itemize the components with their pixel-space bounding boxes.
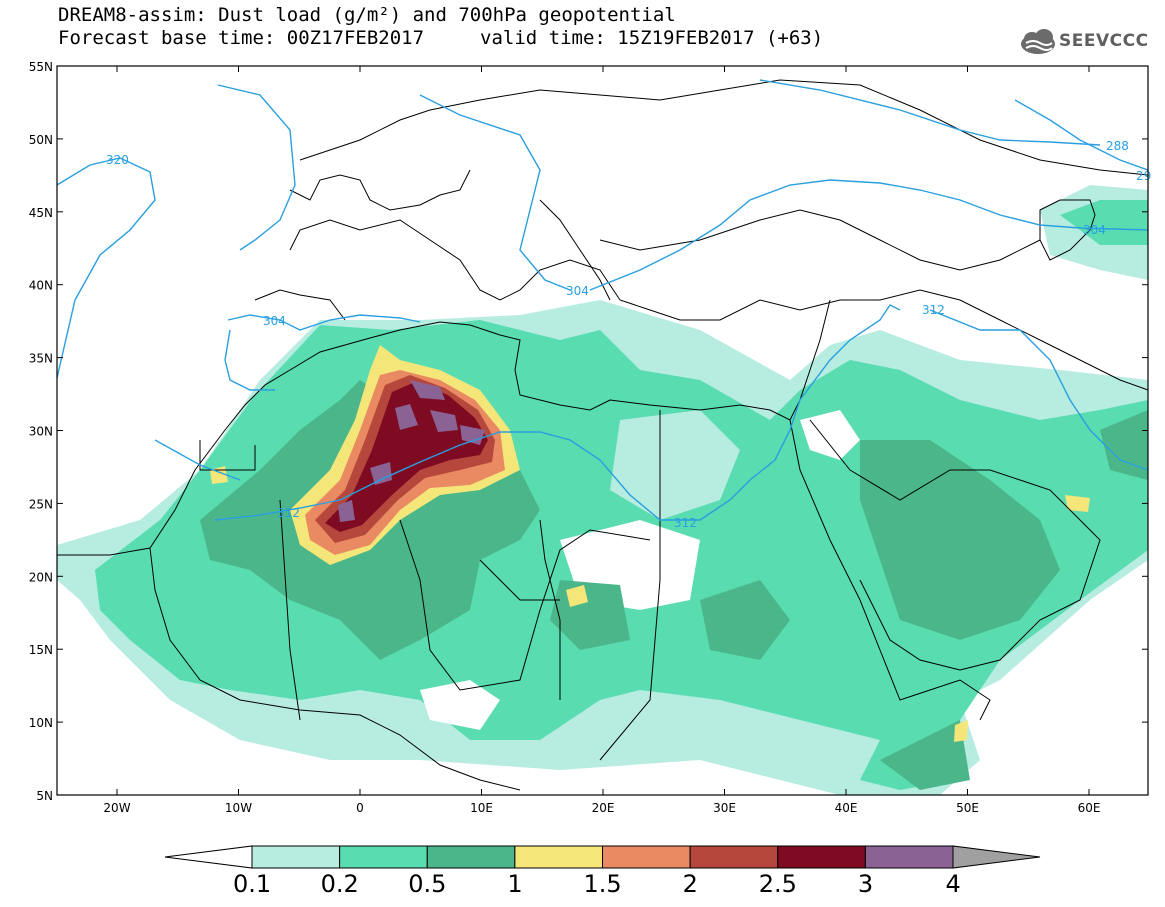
contour-label: 304: [263, 314, 286, 328]
lat-tick-label: 50N: [29, 133, 53, 147]
colorbar-box: [426, 845, 516, 869]
contour-label: 29: [1136, 169, 1151, 183]
lon-tick-label: 10E: [470, 801, 493, 815]
lat-tick-label: 45N: [29, 206, 53, 220]
lon-tick-label: 60E: [1078, 801, 1101, 815]
cloud-icon: [1021, 29, 1055, 54]
longitude-axis: 20W 10W 0 10E 20E 30E 40E 50E 60E: [103, 66, 1100, 815]
colorbar: [164, 845, 1041, 869]
colorbar-box: [602, 845, 691, 869]
colorbar-level-label: 0.1: [233, 870, 272, 898]
colorbar-box: [514, 845, 603, 869]
contour-label: 288: [1106, 139, 1129, 153]
contour-label: 312: [277, 506, 300, 520]
colorbar-high-arrow: [952, 845, 1041, 869]
colorbar-box: [251, 845, 341, 869]
contour-label: 320: [106, 153, 129, 167]
colorbar-box: [777, 845, 866, 869]
colorbar-level-label: 4: [945, 870, 961, 898]
contour-labels: 320 304 312 304 312 312 288 29 304: [106, 139, 1151, 530]
logo-text: SEEVCCC: [1059, 31, 1149, 51]
colorbar-level-label: 0.2: [320, 870, 359, 898]
latitude-axis: 55N 50N 45N 40N 35N 30N 25N 20N 15N 10N 5N: [29, 60, 1148, 803]
lat-tick-label: 30N: [29, 425, 53, 439]
lat-tick-label: 35N: [29, 352, 53, 366]
colorbar-low-arrow: [164, 845, 253, 869]
country-borders: [57, 79, 1148, 791]
lon-tick-label: 10W: [225, 801, 252, 815]
lat-tick-label: 40N: [29, 279, 53, 293]
geopotential-contours: [57, 79, 1148, 521]
contour-label: 304: [566, 284, 589, 298]
lon-tick-label: 0: [356, 801, 364, 815]
lat-tick-label: 25N: [29, 497, 53, 511]
lon-tick-label: 40E: [835, 801, 858, 815]
colorbar-level-label: 3: [857, 870, 874, 898]
colorbar-level-label: 1.5: [583, 870, 622, 898]
title-line-2: Forecast base time: 00Z17FEB2017: [58, 27, 425, 49]
contour-label: 304: [1083, 223, 1106, 237]
valid-time: valid time: 15Z19FEB2017 (+63): [480, 27, 824, 49]
colorbar-box: [689, 845, 779, 869]
colorbar-level-label: 1: [507, 870, 523, 898]
lat-tick-label: 10N: [29, 716, 53, 730]
lon-tick-label: 20W: [103, 801, 130, 815]
contour-label: 312: [674, 516, 697, 530]
colorbar-level-label: 2: [682, 870, 698, 898]
lon-tick-label: 20E: [592, 801, 615, 815]
lat-tick-label: 20N: [29, 570, 53, 584]
contour-label: 312: [922, 303, 945, 317]
lat-tick-label: 15N: [29, 643, 53, 657]
lon-tick-label: 30E: [713, 801, 736, 815]
colorbar-level-label: 0.5: [408, 870, 447, 898]
seevccc-logo: [1021, 29, 1055, 54]
lat-tick-label: 5N: [36, 789, 53, 803]
lon-tick-label: 50E: [956, 801, 979, 815]
lat-tick-label: 55N: [29, 60, 53, 74]
dust-shading: [57, 185, 1148, 795]
colorbar-box: [864, 845, 954, 869]
colorbar-level-label: 2.5: [758, 870, 797, 898]
title-line-1: DREAM8-assim: Dust load (g/m²) and 700hP…: [58, 4, 676, 26]
colorbar-box: [339, 845, 428, 869]
